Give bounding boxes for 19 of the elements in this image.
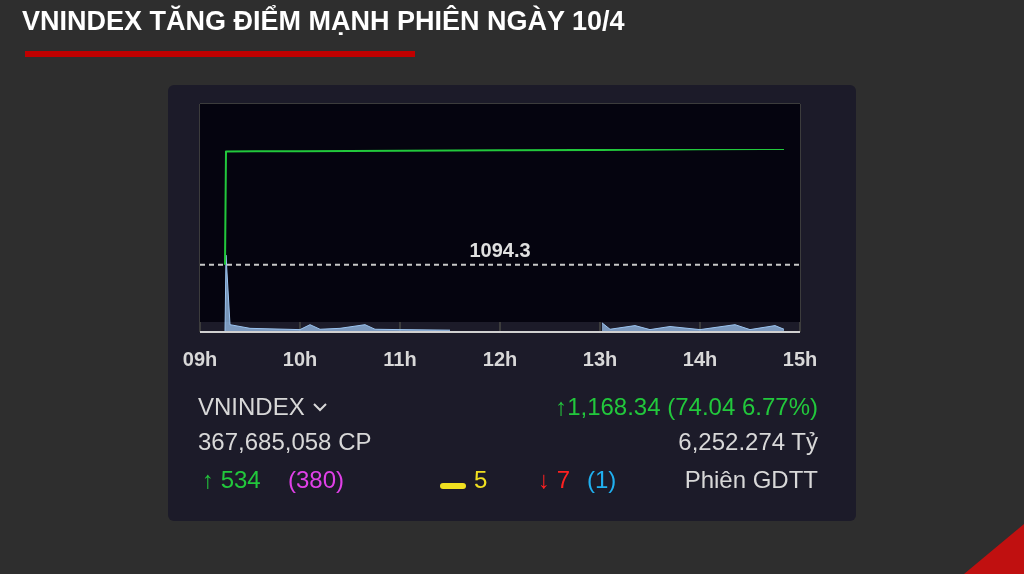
text: ↑1,168.34 (74.04 6.77%): [555, 393, 818, 421]
chart-title: VNINDEX TĂNG ĐIỂM MẠNH PHIÊN NGÀY 10/4: [22, 6, 625, 37]
x-tick-label: 14h: [682, 348, 718, 371]
x-tick-label: 10h: [282, 348, 318, 371]
annotation: 1094.3: [469, 238, 531, 261]
x-tick-label: 15h: [782, 348, 818, 371]
x-tick-label: 12h: [482, 348, 518, 371]
text: ↑ 534: [202, 466, 261, 494]
x-tick-label: 13h: [582, 348, 618, 371]
text: 367,685,058 CP: [198, 428, 372, 456]
x-tick-label: 09h: [182, 348, 218, 371]
text: (1): [587, 466, 617, 494]
text: 6,252.274 Tỷ: [678, 428, 818, 456]
text: VNINDEX: [198, 393, 305, 421]
text: ↓ 7: [538, 466, 571, 494]
text: 5: [474, 466, 488, 494]
text: (380): [288, 466, 345, 494]
text: Phiên GDTT: [684, 466, 818, 494]
x-tick-label: 11h: [383, 348, 417, 371]
